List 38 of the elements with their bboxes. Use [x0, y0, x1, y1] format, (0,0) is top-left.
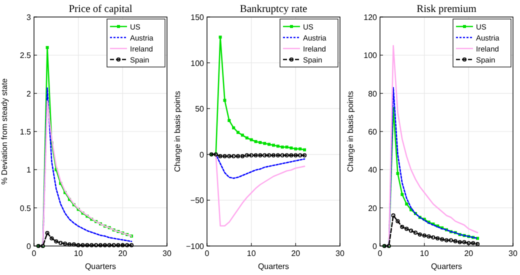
y-tick-label: 60 — [368, 128, 378, 136]
y-tick-label: 150 — [190, 13, 205, 22]
y-tick-label: 120 — [364, 13, 378, 22]
x-axis-title: Quarters — [258, 262, 290, 271]
y-tick-label: 0 — [372, 242, 378, 251]
y-tick-label: 100 — [364, 51, 378, 60]
x-tick-label: 30 — [336, 249, 345, 258]
y-axis-title: % Deviation from steady state — [0, 78, 9, 185]
y-tick-label: 50 — [195, 104, 205, 114]
y-tick-label: 0 — [200, 150, 205, 160]
y-tick-label: −100 — [186, 242, 205, 251]
y-tick-label: 2 — [26, 89, 32, 98]
chart-title: Risk premium — [416, 4, 476, 15]
x-tick-label: 10 — [420, 249, 430, 258]
chart-title: Bankruptcy rate — [240, 4, 308, 15]
x-tick-label: 30 — [162, 249, 172, 258]
x-tick-label: 20 — [118, 249, 128, 258]
y-tick-label: 1.5 — [20, 128, 32, 136]
y-axis-title: Change in basis points — [346, 91, 355, 172]
y-tick-label: 0.5 — [20, 204, 32, 213]
x-tick-label: 10 — [246, 249, 256, 258]
x-tick-label: 20 — [291, 249, 301, 258]
x-axis-title: Quarters — [84, 262, 116, 271]
chart-title: Price of capital — [68, 4, 132, 15]
y-tick-label: 1 — [26, 166, 32, 175]
y-tick-label: 2.5 — [20, 51, 32, 60]
x-axis-title: Quarters — [430, 262, 462, 271]
x-tick-label: 30 — [508, 249, 518, 258]
x-tick-label: 10 — [74, 249, 84, 258]
y-tick-label: 100 — [190, 58, 205, 68]
x-tick-label: 20 — [464, 249, 474, 258]
y-tick-label: −50 — [190, 196, 205, 206]
y-axis-title: Change in basis points — [173, 91, 182, 172]
y-tick-label: 80 — [368, 89, 378, 98]
y-tick-label: 0 — [26, 242, 32, 251]
y-tick-label: 40 — [368, 166, 378, 175]
y-tick-label: 3 — [26, 13, 32, 22]
y-tick-label: 20 — [368, 204, 378, 213]
